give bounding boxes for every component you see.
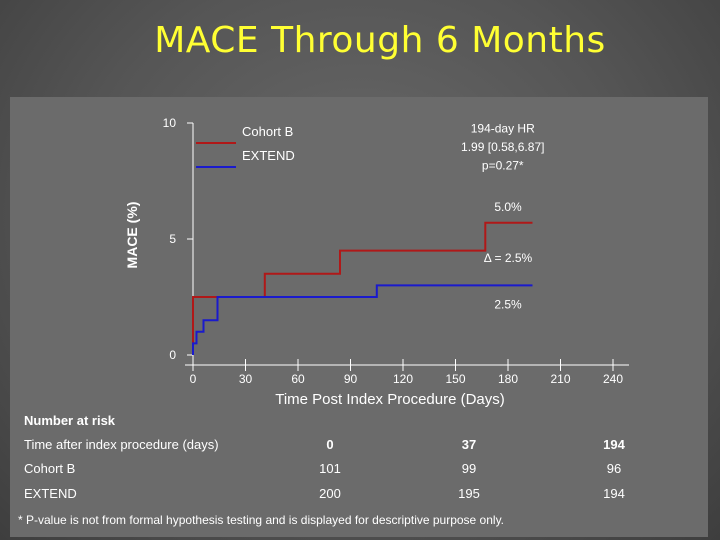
risk-col-37: 37: [461, 437, 477, 452]
risk-cell: 101: [319, 461, 341, 476]
annotation: 5.0%: [494, 200, 522, 214]
series-line-extend: [192, 284, 533, 355]
risk-table-title: Number at risk: [24, 413, 116, 428]
annotation: 194-day HR: [471, 121, 535, 135]
risk-table-header: Time after index procedure (days) 0 37 1…: [24, 437, 704, 455]
x-tick-label: 240: [603, 372, 623, 386]
x-tick-label: 210: [550, 372, 570, 386]
series-line-cohort-b: [192, 221, 533, 355]
legend-label: Cohort B: [242, 124, 293, 139]
y-tick-label: 5: [169, 232, 176, 246]
legend-label: EXTEND: [242, 148, 295, 163]
risk-col-194: 194: [603, 437, 625, 452]
risk-header-label: Time after index procedure (days): [24, 437, 219, 452]
footnote: * P-value is not from formal hypothesis …: [18, 513, 505, 527]
annotation: 2.5%: [494, 298, 522, 312]
risk-cell: 195: [458, 486, 480, 501]
risk-cell: 194: [603, 486, 625, 501]
slide-title: MACE Through 6 Months: [154, 20, 606, 61]
x-axis-label: Time Post Index Procedure (Days): [275, 391, 505, 408]
x-tick-label: 60: [291, 372, 305, 386]
annotation: Δ = 2.5%: [484, 251, 533, 265]
risk-col-0: 0: [326, 437, 334, 452]
risk-cell: 200: [319, 486, 341, 501]
risk-row-extend: EXTEND 200 195 194: [24, 486, 704, 504]
x-tick-label: 150: [445, 372, 465, 386]
annotation: 1.99 [0.58,6.87]: [461, 140, 544, 154]
risk-row-cohort-b: Cohort B 101 99 96: [24, 461, 704, 479]
y-axis-label: MACE (%): [124, 202, 140, 269]
x-tick-label: 180: [498, 372, 518, 386]
chart-panel: [10, 97, 708, 537]
x-tick-label: 0: [190, 372, 197, 386]
risk-row-label: EXTEND: [24, 486, 77, 501]
x-tick-label: 90: [344, 372, 358, 386]
y-tick-label: 0: [169, 348, 176, 362]
y-tick-label: 10: [163, 116, 177, 130]
risk-row-label: Cohort B: [24, 461, 76, 476]
x-tick-label: 30: [239, 372, 253, 386]
x-tick-label: 120: [393, 372, 413, 386]
annotation: p=0.27*: [482, 158, 524, 172]
risk-cell: 99: [461, 461, 477, 476]
risk-cell: 96: [606, 461, 622, 476]
